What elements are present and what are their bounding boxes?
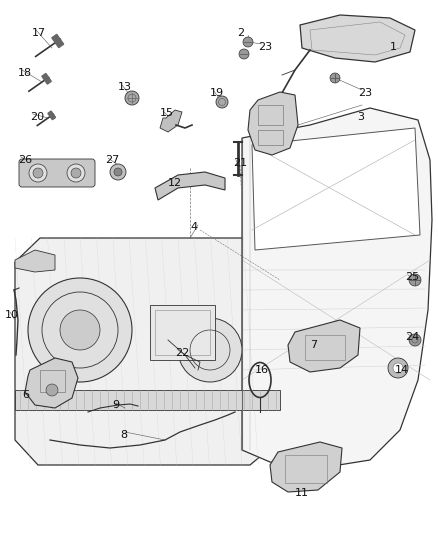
Polygon shape: [160, 110, 182, 132]
Polygon shape: [15, 250, 55, 272]
Circle shape: [409, 334, 421, 346]
Text: 27: 27: [105, 155, 119, 165]
Polygon shape: [42, 74, 51, 84]
Polygon shape: [248, 92, 298, 155]
Polygon shape: [270, 442, 342, 492]
Text: 26: 26: [18, 155, 32, 165]
Circle shape: [243, 37, 253, 47]
Polygon shape: [242, 108, 432, 468]
Circle shape: [110, 164, 126, 180]
Polygon shape: [252, 128, 420, 250]
FancyBboxPatch shape: [19, 159, 95, 187]
Polygon shape: [15, 390, 280, 410]
Circle shape: [67, 164, 85, 182]
Text: 15: 15: [160, 108, 174, 118]
Text: 11: 11: [295, 488, 309, 498]
Bar: [40, 370, 65, 392]
Text: 13: 13: [118, 82, 132, 92]
Text: 19: 19: [210, 88, 224, 98]
Text: 3: 3: [357, 112, 364, 122]
Text: 9: 9: [112, 400, 119, 410]
Text: 10: 10: [5, 310, 19, 320]
Text: 1: 1: [390, 42, 397, 52]
Circle shape: [216, 96, 228, 108]
Circle shape: [28, 278, 132, 382]
Bar: [150, 305, 215, 360]
Circle shape: [114, 168, 122, 176]
Polygon shape: [15, 238, 280, 465]
Circle shape: [60, 310, 100, 350]
Polygon shape: [300, 15, 415, 62]
Circle shape: [29, 164, 47, 182]
Text: 18: 18: [18, 68, 32, 78]
Circle shape: [239, 49, 249, 59]
Bar: [305, 335, 345, 360]
Text: 23: 23: [258, 42, 272, 52]
Text: 23: 23: [358, 88, 372, 98]
Circle shape: [409, 274, 421, 286]
Text: 22: 22: [175, 348, 189, 358]
Polygon shape: [48, 111, 56, 120]
Polygon shape: [25, 358, 78, 408]
Text: 17: 17: [32, 28, 46, 38]
Text: 24: 24: [405, 332, 419, 342]
Polygon shape: [288, 320, 360, 372]
Bar: [258, 105, 283, 125]
Text: 25: 25: [405, 272, 419, 282]
Circle shape: [393, 363, 403, 373]
Bar: [285, 455, 327, 483]
Circle shape: [330, 73, 340, 83]
Text: 6: 6: [22, 390, 29, 400]
Bar: [155, 310, 210, 355]
Polygon shape: [155, 172, 225, 200]
Text: 4: 4: [190, 222, 197, 232]
Bar: [258, 130, 283, 145]
Text: 2: 2: [237, 28, 244, 38]
Text: 7: 7: [310, 340, 317, 350]
Circle shape: [178, 318, 242, 382]
Circle shape: [388, 358, 408, 378]
Text: 14: 14: [395, 365, 409, 375]
Text: 20: 20: [30, 112, 44, 122]
Polygon shape: [52, 34, 64, 47]
Text: 12: 12: [168, 178, 182, 188]
Text: 21: 21: [233, 158, 247, 168]
Circle shape: [33, 168, 43, 178]
Circle shape: [46, 384, 58, 396]
Circle shape: [71, 168, 81, 178]
Circle shape: [125, 91, 139, 105]
Text: 8: 8: [120, 430, 127, 440]
Text: 16: 16: [255, 365, 269, 375]
